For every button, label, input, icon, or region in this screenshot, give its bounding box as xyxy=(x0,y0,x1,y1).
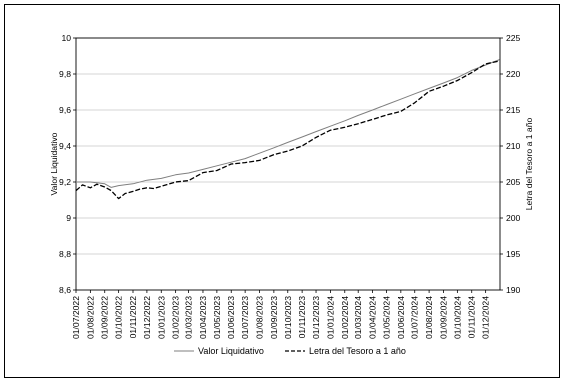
left-tick-label: 10 xyxy=(61,33,71,43)
x-tick-label: 01/12/2023 xyxy=(311,296,321,339)
x-tick-label: 01/12/2024 xyxy=(481,296,491,339)
x-tick-label: 01/07/2022 xyxy=(71,296,81,339)
x-tick-label: 01/05/2024 xyxy=(381,296,391,339)
right-tick-label: 205 xyxy=(506,177,521,187)
x-tick-label: 01/01/2024 xyxy=(325,296,335,339)
chart-frame xyxy=(4,4,560,378)
x-tick-label: 01/09/2024 xyxy=(438,296,448,339)
x-tick-label: 01/08/2024 xyxy=(424,296,434,339)
x-tick-label: 01/04/2024 xyxy=(368,296,378,339)
x-tick-label: 01/09/2023 xyxy=(269,296,279,339)
x-tick-label: 01/10/2022 xyxy=(114,296,124,339)
y-axis-title: Valor Liquidativo xyxy=(49,132,59,195)
plot-area xyxy=(75,37,501,291)
x-tick-label: 01/08/2023 xyxy=(255,296,265,339)
x-tick-label: 01/11/2024 xyxy=(467,296,477,339)
left-tick-label: 9,8 xyxy=(59,69,71,79)
x-tick-label: 01/04/2023 xyxy=(198,296,208,339)
x-tick-label: 01/11/2022 xyxy=(128,296,138,339)
left-tick-label: 9,2 xyxy=(59,177,71,187)
left-axis: 8,6 8,8 9 9,2 9,4 9,6 9,8 10 xyxy=(59,33,76,295)
legend: Valor Liquidativo Letra del Tesoro a 1 a… xyxy=(174,346,406,356)
right-tick-label: 195 xyxy=(506,249,521,259)
right-tick-label: 210 xyxy=(506,141,521,151)
x-axis: 01/07/2022 01/08/2022 01/09/2022 01/10/2022… xyxy=(71,290,491,339)
x-tick-label: 01/02/2024 xyxy=(340,296,350,339)
x-tick-label: 01/06/2023 xyxy=(226,296,236,339)
series-line-1 xyxy=(75,60,500,200)
x-tick-label: 01/11/2023 xyxy=(297,296,307,339)
left-tick-label: 9,6 xyxy=(59,105,71,115)
right-axis: 190 195 200 205 210 215 220 225 xyxy=(500,33,521,295)
left-tick-label: 9 xyxy=(66,213,71,223)
x-tick-label: 01/02/2023 xyxy=(171,296,181,339)
y2-axis-title: Letra del Tesoro a 1 año xyxy=(524,118,534,211)
x-tick-label: 01/05/2023 xyxy=(212,296,222,339)
right-tick-label: 215 xyxy=(506,105,521,115)
right-tick-label: 225 xyxy=(506,33,521,43)
x-tick-label: 01/10/2023 xyxy=(283,296,293,339)
x-tick-label: 01/07/2023 xyxy=(240,296,250,339)
x-tick-label: 01/03/2024 xyxy=(353,296,363,339)
right-tick-label: 190 xyxy=(506,285,521,295)
left-tick-label: 9,4 xyxy=(59,141,71,151)
gridlines xyxy=(76,37,500,255)
right-tick-label: 220 xyxy=(506,69,521,79)
x-tick-label: 01/08/2022 xyxy=(85,296,95,339)
x-tick-label: 01/03/2023 xyxy=(184,296,194,339)
x-tick-label: 01/12/2022 xyxy=(142,296,152,339)
series-layer xyxy=(75,59,500,200)
legend-label-valor-liquidativo: Valor Liquidativo xyxy=(198,346,264,356)
right-tick-label: 200 xyxy=(506,213,521,223)
x-tick-label: 01/09/2022 xyxy=(100,296,110,339)
x-tick-label: 01/06/2024 xyxy=(396,296,406,339)
left-tick-label: 8,6 xyxy=(59,285,71,295)
legend-label-letra-del-tesoro: Letra del Tesoro a 1 año xyxy=(309,346,406,356)
x-tick-label: 01/10/2024 xyxy=(452,296,462,339)
x-tick-label: 01/01/2023 xyxy=(156,296,166,339)
x-tick-label: 01/07/2024 xyxy=(410,296,420,339)
left-tick-label: 8,8 xyxy=(59,249,71,259)
series-line-0 xyxy=(76,59,500,188)
plot-border xyxy=(75,37,501,291)
